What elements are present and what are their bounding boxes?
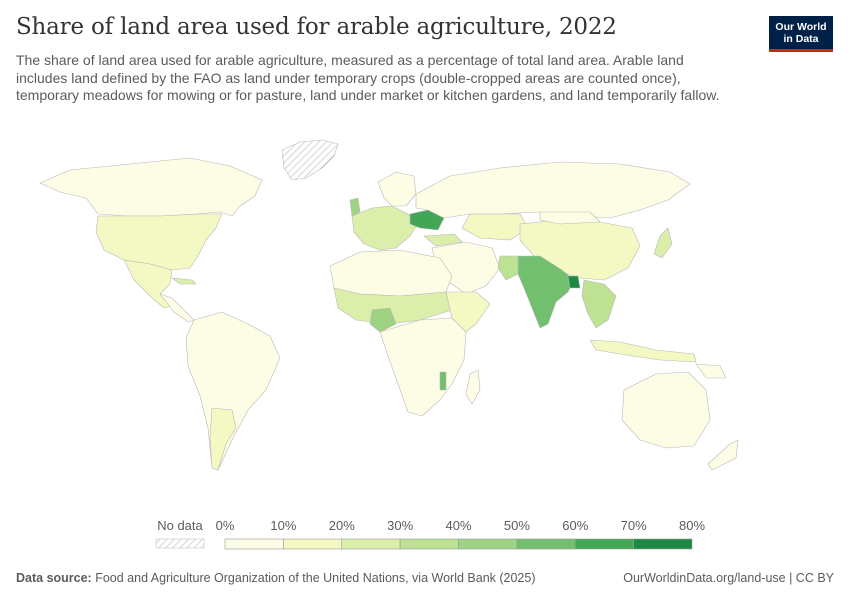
legend-tick-label: 10% <box>270 518 296 533</box>
chart-subtitle: The share of land area used for arable a… <box>16 52 720 103</box>
japan[interactable] <box>653 227 673 259</box>
cuba[interactable] <box>171 277 197 285</box>
legend-bin[interactable] <box>224 538 284 550</box>
russia[interactable] <box>415 161 691 219</box>
canada[interactable] <box>39 157 263 217</box>
central-africa[interactable] <box>379 317 467 417</box>
legend-bin[interactable] <box>574 538 634 550</box>
legend-bin[interactable] <box>399 538 459 550</box>
legend-bin[interactable] <box>633 538 693 550</box>
papua-new-guinea[interactable] <box>695 363 727 379</box>
sahel[interactable] <box>333 287 453 325</box>
legend-no-data-label: No data <box>157 518 203 533</box>
legend-bin[interactable] <box>516 538 576 550</box>
legend-bin[interactable] <box>283 538 343 550</box>
greenland[interactable] <box>281 139 339 181</box>
legend-tick-label: 50% <box>504 518 530 533</box>
legend: No data 0% 10% 20% 30% 40% 50% 60% 70% 80% <box>155 518 705 550</box>
legend-no-data-swatch <box>155 538 205 549</box>
kazakhstan[interactable] <box>461 213 529 241</box>
legend-tick-label: 80% <box>679 518 705 533</box>
mongolia[interactable] <box>539 211 601 225</box>
legend-tick-label: 20% <box>329 518 355 533</box>
world-map[interactable] <box>0 128 850 513</box>
legend-tick-label: 40% <box>445 518 471 533</box>
chart-title: Share of land area used for arable agric… <box>16 14 617 40</box>
southeast-asia[interactable] <box>581 279 617 329</box>
logo-line-1: Our World <box>775 21 827 33</box>
source-label: Data source: <box>16 571 92 585</box>
east-africa[interactable] <box>445 291 491 333</box>
united-states[interactable] <box>95 213 223 271</box>
central-america[interactable] <box>159 293 195 323</box>
legend-bin[interactable] <box>458 538 518 550</box>
license-link[interactable]: OurWorldinData.org/land-use | CC BY <box>623 571 834 585</box>
europe-west[interactable] <box>351 205 419 251</box>
source-text: Food and Agriculture Organization of the… <box>91 571 536 585</box>
turkey[interactable] <box>423 233 463 247</box>
madagascar[interactable] <box>465 369 481 405</box>
logo-line-2: in Data <box>783 33 819 45</box>
india[interactable] <box>517 255 575 329</box>
bangladesh[interactable] <box>567 275 581 289</box>
uk[interactable] <box>349 197 361 217</box>
footer: Data source: Food and Agriculture Organi… <box>16 571 834 585</box>
new-zealand[interactable] <box>707 439 739 471</box>
owid-logo[interactable]: Our World in Data <box>769 16 833 52</box>
malawi[interactable] <box>439 371 447 391</box>
north-africa[interactable] <box>329 249 453 297</box>
legend-bin[interactable] <box>341 538 401 550</box>
scandinavia[interactable] <box>377 171 417 207</box>
south-america[interactable] <box>185 311 281 471</box>
legend-tick-label: 30% <box>387 518 413 533</box>
nigeria[interactable] <box>369 307 397 333</box>
indonesia[interactable] <box>589 339 697 363</box>
pakistan[interactable] <box>497 255 519 281</box>
legend-tick-label: 60% <box>562 518 588 533</box>
legend-tick-label: 0% <box>216 518 235 533</box>
legend-tick-label: 70% <box>621 518 647 533</box>
argentina[interactable] <box>209 407 237 471</box>
australia[interactable] <box>621 371 711 449</box>
